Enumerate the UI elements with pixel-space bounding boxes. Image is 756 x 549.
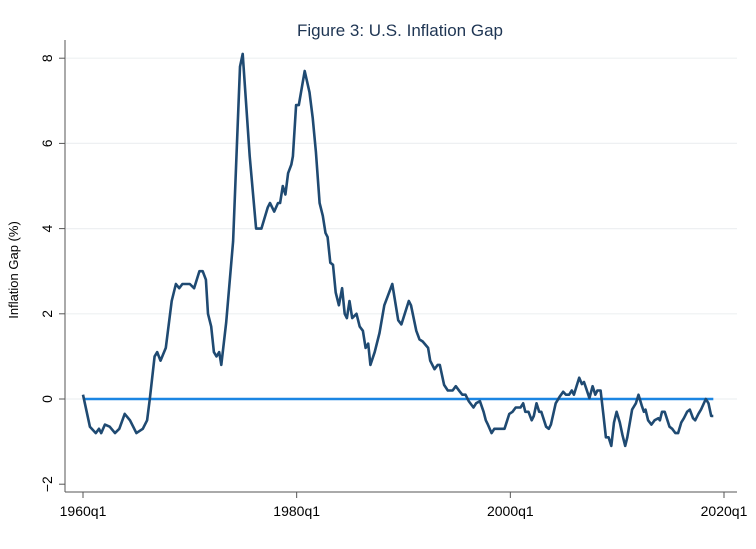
x-tick-label: 1980q1 [273, 503, 320, 519]
x-ticks: 1960q1 1980q1 2000q1 2020q1 [60, 492, 748, 519]
x-tick-label: 2020q1 [701, 503, 748, 519]
series-line-inflation-gap [81, 52, 714, 448]
y-tick-label: 6 [39, 139, 55, 147]
y-tick-label: 8 [39, 54, 55, 62]
y-tick-label: 2 [39, 310, 55, 318]
x-tick-label: 2000q1 [487, 503, 534, 519]
y-ticks: −2 0 2 4 6 8 [39, 54, 65, 492]
y-axis-label: Inflation Gap (%) [6, 221, 21, 319]
y-tick-label: −2 [39, 476, 55, 492]
chart-title: Figure 3: U.S. Inflation Gap [297, 21, 503, 40]
y-tick-label: 0 [39, 395, 55, 403]
x-tick-label: 1960q1 [60, 503, 107, 519]
y-tick-label: 4 [39, 224, 55, 232]
